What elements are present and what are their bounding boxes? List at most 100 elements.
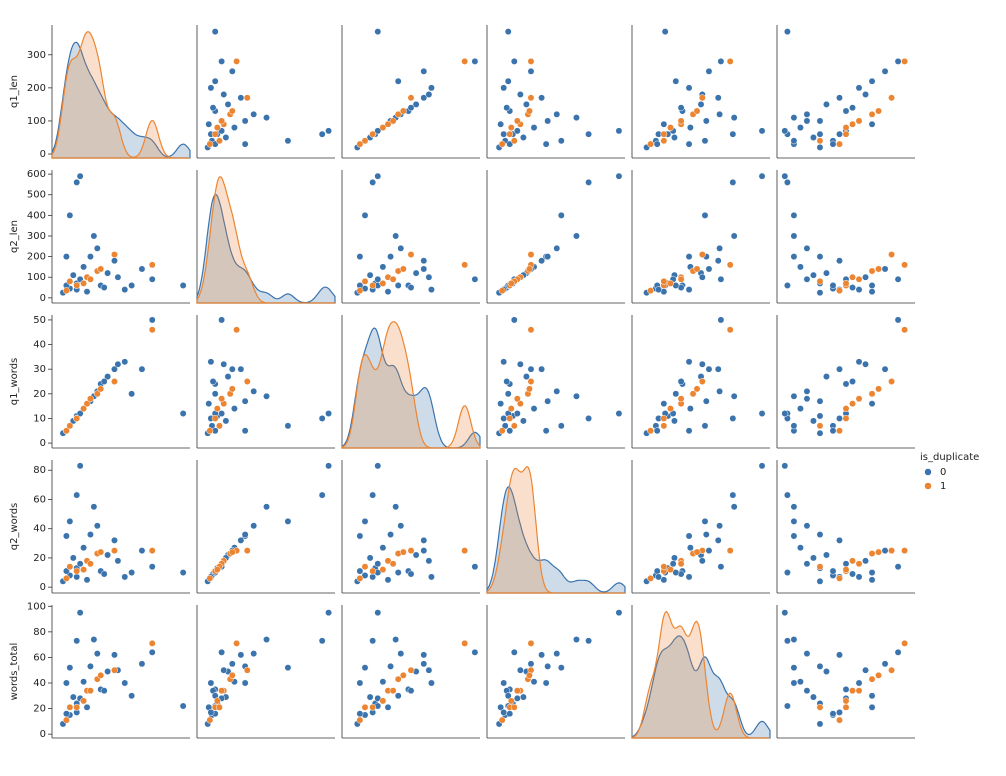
scatter-point — [803, 560, 811, 568]
scatter-point — [80, 263, 88, 271]
scatter-point — [80, 678, 88, 686]
scatter-point — [66, 664, 74, 672]
scatter-point — [894, 316, 902, 324]
scatter-point — [407, 570, 415, 578]
scatter-point — [412, 100, 420, 108]
scatter-point — [206, 427, 214, 435]
y-tick-label: 200 — [27, 252, 46, 263]
scatter-point — [501, 422, 509, 430]
scatter-point — [399, 548, 407, 556]
scatter-point — [729, 491, 737, 499]
scatter-point — [796, 678, 804, 686]
scatter-point — [76, 172, 84, 180]
scatter-point — [527, 365, 535, 373]
scatter-point — [213, 124, 221, 132]
kde-area — [51, 41, 191, 159]
scatter-point — [80, 566, 88, 574]
scatter-point — [218, 117, 226, 125]
scatter-point — [427, 84, 435, 92]
scatter-point — [100, 570, 108, 578]
y-axis-label: q1_len — [9, 75, 20, 108]
scatter-point — [672, 77, 680, 85]
scatter-point — [510, 648, 518, 656]
scatter-point — [325, 462, 333, 470]
scatter-point — [685, 253, 693, 261]
scatter-point — [888, 94, 896, 102]
scatter-point — [790, 114, 798, 122]
scatter-point — [881, 67, 889, 75]
scatter-point — [553, 110, 561, 118]
scatter-point — [685, 84, 693, 92]
scatter-point — [714, 536, 722, 544]
scatter-point — [500, 708, 508, 716]
scatter-point — [544, 662, 552, 670]
scatter-point — [62, 679, 70, 687]
scatter-point — [730, 232, 738, 240]
scatter-point — [366, 693, 374, 701]
scatter-point — [862, 91, 869, 98]
scatter-point — [97, 385, 105, 393]
scatter-point — [714, 94, 722, 102]
scatter-point — [516, 666, 524, 674]
scatter-point — [526, 671, 533, 679]
scatter-point — [138, 365, 146, 373]
scatter-point — [790, 232, 798, 240]
scatter-point — [698, 273, 706, 281]
scatter-point — [875, 671, 882, 679]
scatter-point — [356, 679, 364, 687]
scatter-point — [90, 232, 98, 240]
legend-marker — [924, 482, 932, 490]
scatter-point — [842, 560, 850, 568]
scatter-point — [862, 666, 869, 674]
scatter-point — [836, 414, 843, 422]
scatter-point — [369, 178, 377, 186]
scatter-point — [206, 140, 214, 148]
scatter-point — [62, 532, 70, 540]
kde-area — [486, 485, 626, 594]
scatter-point — [284, 422, 292, 430]
scatter-point — [241, 117, 249, 125]
scatter-point — [83, 576, 91, 584]
scatter-point — [230, 124, 238, 132]
scatter-point — [86, 560, 94, 568]
scatter-point — [114, 360, 122, 368]
scatter-point — [868, 692, 876, 700]
scatter-point — [425, 666, 433, 674]
scatter-point — [66, 517, 74, 525]
y-tick-label: 60 — [33, 652, 46, 663]
scatter-point — [516, 400, 524, 408]
scatter-point — [213, 697, 221, 705]
scatter-point — [241, 679, 249, 687]
scatter-point — [111, 547, 118, 555]
scatter-point — [218, 57, 226, 65]
scatter-point — [717, 563, 725, 571]
scatter-point — [855, 560, 863, 568]
y-tick-label: 40 — [33, 340, 46, 351]
scatter-point — [369, 491, 377, 499]
scatter-point — [86, 662, 94, 670]
scatter-point — [237, 94, 245, 102]
scatter-point — [781, 462, 789, 470]
scatter-point — [685, 140, 693, 148]
scatter-point — [783, 491, 791, 499]
scatter-point — [216, 422, 223, 430]
scatter-point — [506, 710, 514, 718]
scatter-point — [585, 178, 593, 186]
scatter-point — [823, 100, 830, 108]
scatter-point — [228, 385, 236, 393]
kde-area — [51, 31, 190, 159]
scatter-point — [62, 253, 70, 261]
kde-area — [196, 176, 335, 304]
scatter-point — [513, 687, 521, 695]
scatter-point — [318, 637, 326, 645]
scatter-point — [796, 263, 804, 271]
scatter-point — [128, 282, 136, 289]
scatter-point — [868, 282, 876, 289]
y-tick-label: 0 — [40, 582, 46, 593]
scatter-point — [647, 574, 655, 582]
scatter-point — [842, 279, 850, 287]
scatter-point — [888, 666, 896, 674]
scatter-point — [471, 648, 479, 656]
scatter-point — [90, 503, 98, 511]
scatter-point — [816, 429, 824, 437]
